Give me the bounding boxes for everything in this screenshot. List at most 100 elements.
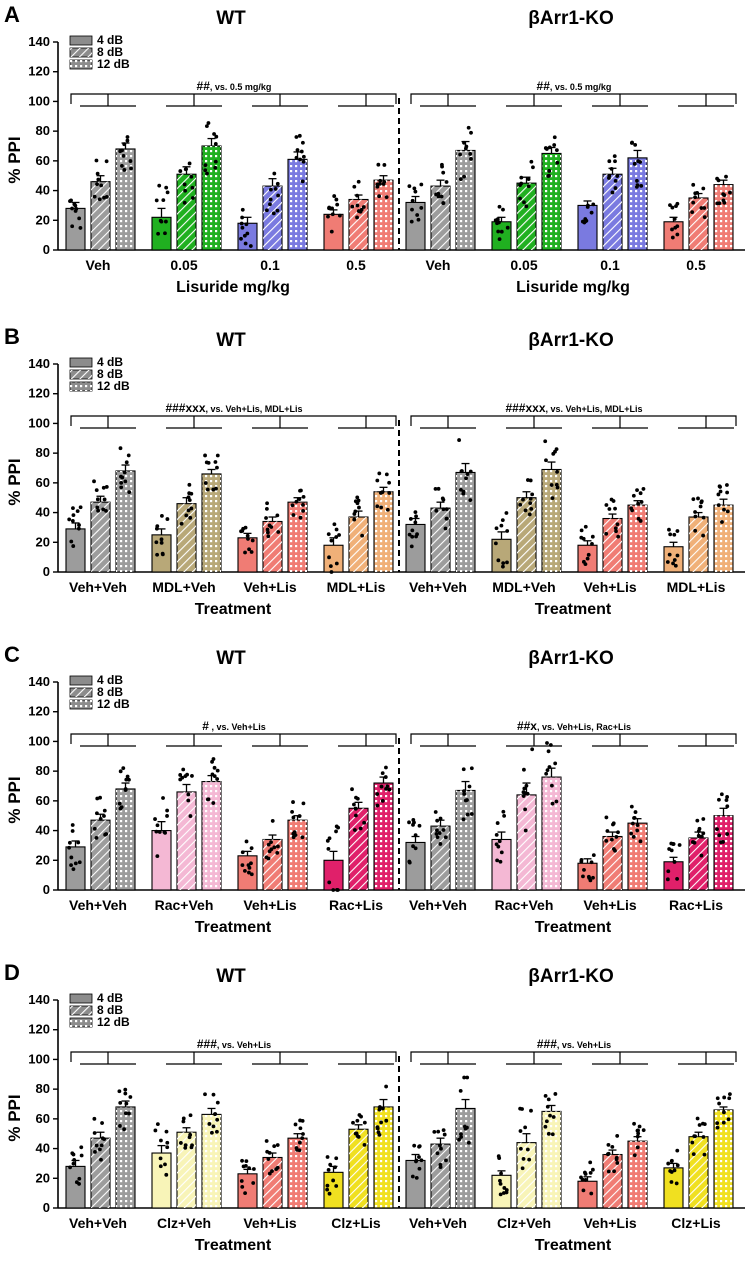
data-point xyxy=(497,1156,502,1160)
bar-pattern xyxy=(689,838,708,890)
data-point xyxy=(165,814,169,818)
data-point xyxy=(414,1175,419,1180)
data-point xyxy=(123,479,128,484)
data-point xyxy=(378,178,383,183)
y-tick-label: 20 xyxy=(36,212,50,227)
data-point xyxy=(178,1141,183,1145)
data-point xyxy=(614,529,618,534)
data-point xyxy=(300,835,305,840)
bar-pattern xyxy=(177,503,196,572)
significance-bracket xyxy=(410,1051,737,1062)
data-point xyxy=(464,476,468,481)
data-point xyxy=(699,500,704,505)
data-point xyxy=(606,1151,611,1156)
data-point xyxy=(379,784,384,789)
bar-pattern xyxy=(714,184,733,250)
data-point xyxy=(589,860,594,865)
data-point xyxy=(441,507,446,512)
data-point xyxy=(240,207,245,212)
y-tick-label: 60 xyxy=(36,475,50,490)
data-point xyxy=(721,1120,726,1125)
data-point xyxy=(377,1105,382,1109)
data-point xyxy=(543,439,548,444)
data-point xyxy=(126,453,131,458)
bar-pattern xyxy=(288,820,307,890)
bar-pattern xyxy=(628,1141,647,1208)
data-point xyxy=(461,491,466,496)
data-point xyxy=(187,482,192,487)
data-point xyxy=(118,1100,123,1105)
bar-pattern xyxy=(603,518,622,572)
data-point xyxy=(724,798,729,802)
data-point xyxy=(613,848,617,853)
data-point xyxy=(203,1092,207,1097)
data-point xyxy=(499,1171,503,1176)
significance-annotation: ##x, vs. Veh+Lis, Rac+Lis xyxy=(517,719,631,733)
data-point xyxy=(164,1129,169,1134)
data-point xyxy=(214,134,219,139)
data-point xyxy=(527,1157,532,1162)
data-point xyxy=(469,157,473,161)
data-point xyxy=(384,195,389,200)
data-point xyxy=(518,1146,523,1151)
data-point xyxy=(581,1188,586,1193)
data-point xyxy=(719,840,723,845)
y-tick-label: 60 xyxy=(36,793,50,808)
data-point xyxy=(117,1089,122,1094)
legend-label: 12 dB xyxy=(97,379,130,393)
data-point xyxy=(717,1101,722,1106)
data-point xyxy=(701,817,706,821)
data-point xyxy=(497,839,502,844)
data-point xyxy=(518,183,522,187)
data-point xyxy=(616,830,620,835)
data-point xyxy=(245,231,250,236)
data-point xyxy=(521,794,526,798)
data-point xyxy=(178,773,183,777)
data-point xyxy=(528,501,533,506)
data-point xyxy=(419,182,424,187)
data-point xyxy=(327,880,332,885)
annotation-symbols: ##x xyxy=(517,719,537,733)
x-axis-label: Lisuride mg/kg xyxy=(516,279,630,296)
y-tick-label: 120 xyxy=(28,386,50,401)
data-point xyxy=(726,1117,731,1122)
data-point xyxy=(550,801,555,806)
data-point xyxy=(466,125,471,130)
data-point xyxy=(585,205,590,209)
data-point xyxy=(178,777,183,782)
data-point xyxy=(352,517,357,522)
data-point xyxy=(384,765,388,770)
data-point xyxy=(213,165,218,170)
data-point xyxy=(498,1178,502,1183)
data-point xyxy=(161,198,166,203)
data-point xyxy=(178,169,183,173)
data-point xyxy=(78,226,83,230)
bar-pattern xyxy=(91,181,110,250)
data-point xyxy=(715,201,720,206)
data-point xyxy=(547,765,552,769)
data-point xyxy=(293,1122,298,1127)
data-point xyxy=(334,197,339,202)
data-point xyxy=(434,832,439,836)
data-point xyxy=(638,160,643,164)
data-point xyxy=(612,1169,616,1174)
data-point xyxy=(184,167,188,172)
data-point xyxy=(165,1140,170,1145)
data-point xyxy=(300,1136,305,1141)
data-point xyxy=(98,795,102,800)
panel-letter: C xyxy=(4,642,20,667)
data-point xyxy=(329,570,334,574)
data-point xyxy=(632,161,637,166)
data-point xyxy=(159,537,164,542)
category-label: Veh+Veh xyxy=(69,897,127,913)
bar-pattern xyxy=(91,1138,110,1208)
bar-pattern xyxy=(116,788,135,890)
legend-swatch xyxy=(69,35,93,46)
data-point xyxy=(411,822,415,827)
data-point xyxy=(728,1092,732,1097)
data-point xyxy=(153,817,157,821)
data-point xyxy=(407,184,412,189)
data-point xyxy=(435,1151,440,1156)
category-label: Rac+Veh xyxy=(155,897,214,913)
data-point xyxy=(121,766,126,771)
